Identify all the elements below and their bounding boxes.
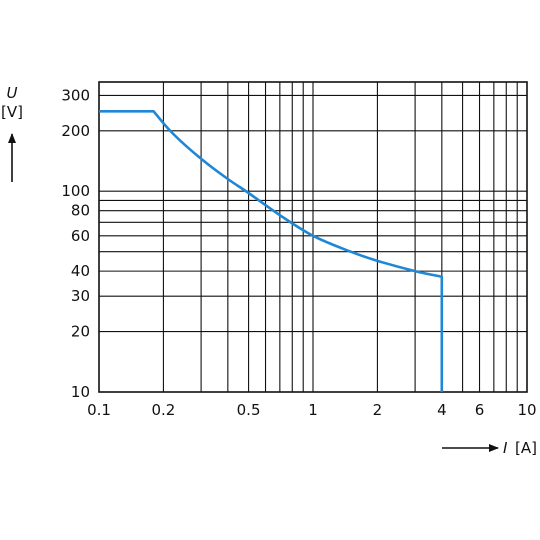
y-tick-label: 200 [61, 122, 90, 140]
y-tick-label: 60 [71, 227, 90, 245]
y-axis-symbol: U [7, 84, 18, 102]
x-tick-labels: 0.1 0.2 0.5 1 2 4 6 10 [87, 401, 536, 419]
y-tick-label: 80 [71, 202, 90, 220]
y-tick-label: 300 [61, 86, 90, 104]
grid [99, 82, 527, 392]
y-tick-label: 100 [61, 182, 90, 200]
x-tick-label: 0.1 [87, 401, 111, 419]
y-tick-label: 20 [71, 323, 90, 341]
series-layer [99, 110, 444, 392]
y-tick-label: 30 [71, 287, 90, 305]
x-tick-label: 6 [475, 401, 485, 419]
series-line [99, 110, 444, 392]
x-tick-label: 0.5 [237, 401, 261, 419]
x-axis-symbol: I [503, 439, 508, 457]
y-tick-label: 10 [71, 383, 90, 401]
x-tick-label: 4 [437, 401, 447, 419]
x-tick-label: 0.2 [151, 401, 175, 419]
x-tick-label: 1 [308, 401, 318, 419]
x-tick-label: 2 [373, 401, 383, 419]
x-axis-unit: [A] [515, 439, 537, 457]
y-tick-labels: 10 20 30 40 60 80 100 200 300 [61, 86, 90, 401]
x-tick-label: 10 [517, 401, 536, 419]
y-axis-unit: [V] [1, 103, 23, 121]
plot-frame [98, 81, 528, 393]
y-tick-label: 40 [71, 262, 90, 280]
